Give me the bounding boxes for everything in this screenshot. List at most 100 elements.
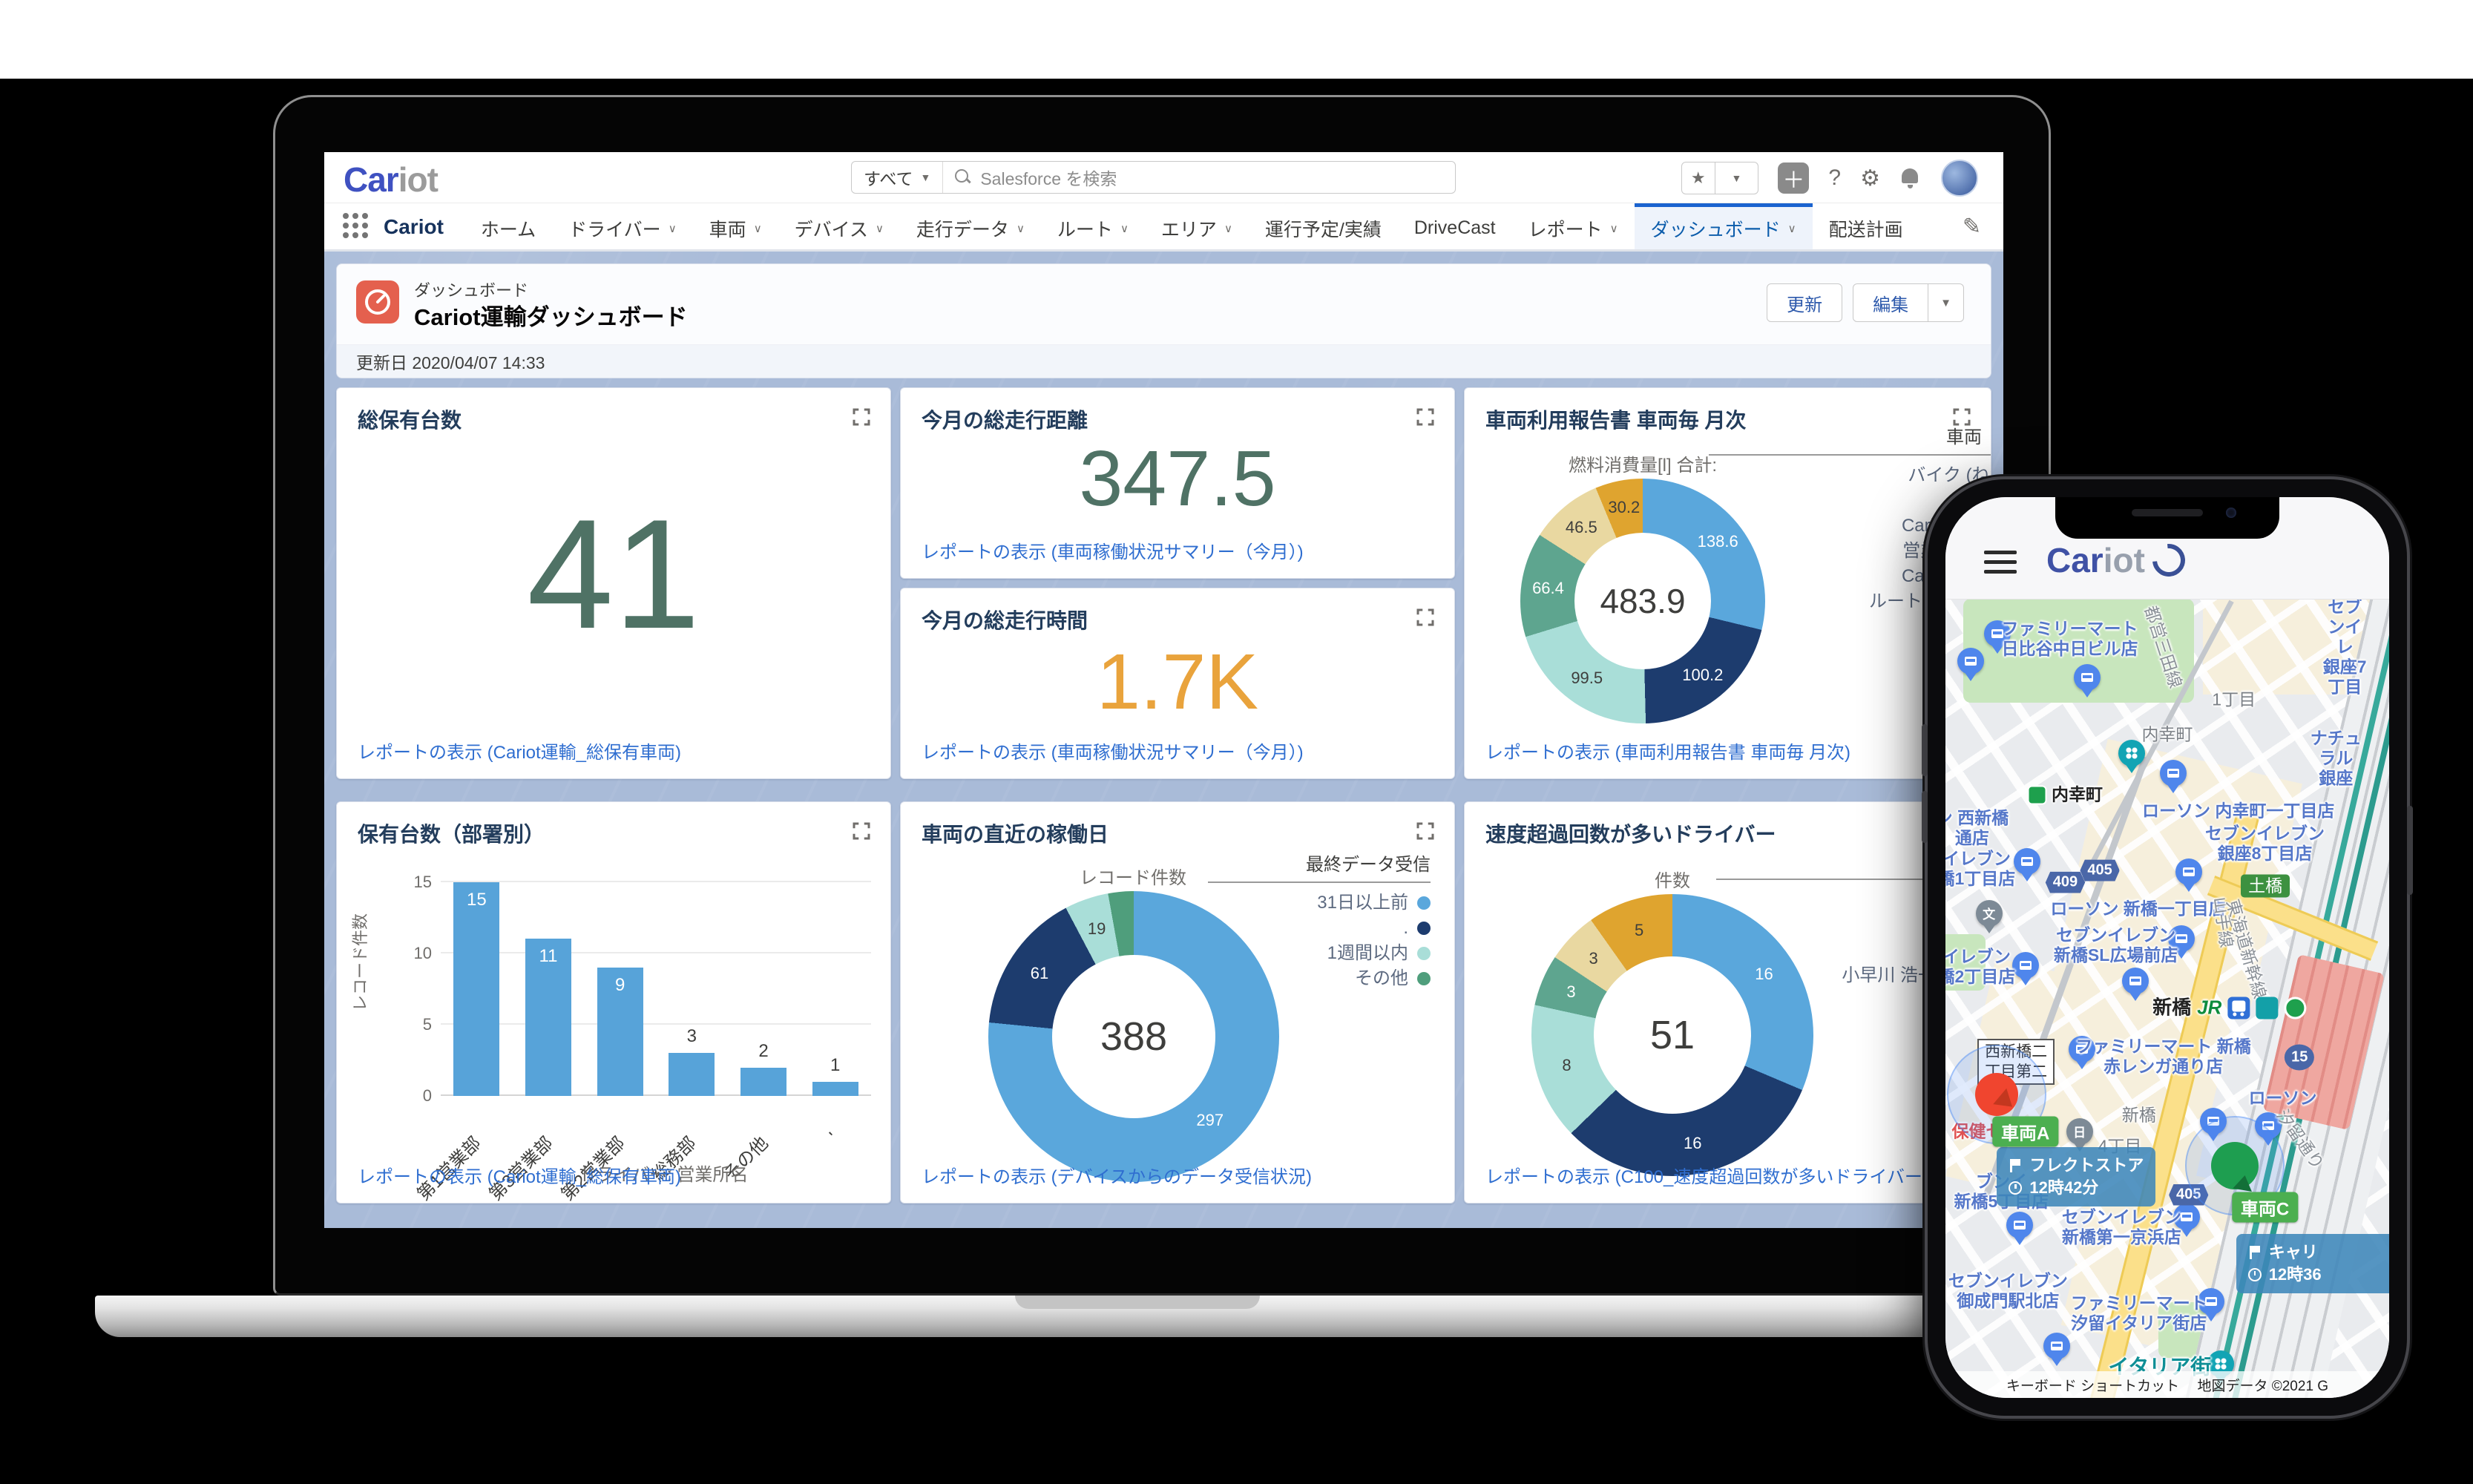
tab-schedule[interactable]: 運行予定/実績 bbox=[1264, 219, 1382, 240]
store-pin[interactable] bbox=[2068, 1035, 2095, 1063]
menu-hamburger-icon[interactable] bbox=[1984, 551, 2017, 574]
expand-icon[interactable] bbox=[850, 820, 873, 842]
store-pin[interactable] bbox=[2197, 1287, 2224, 1315]
recent-activity-donut-chart[interactable]: 297 61 19 388 bbox=[988, 891, 1279, 1182]
map-label: セブンイレブン 御成門駅北店 bbox=[1948, 1270, 2068, 1310]
app-launcher-icon[interactable] bbox=[341, 211, 370, 240]
report-link[interactable]: レポートの表示 (車両稼働状況サマリー（今月）) bbox=[922, 743, 1304, 763]
train-station-icon[interactable] bbox=[2227, 997, 2250, 1020]
store-pin[interactable] bbox=[2073, 663, 2101, 691]
map-label: セブンイレ 銀座7丁目 bbox=[2322, 599, 2367, 697]
expand-icon[interactable] bbox=[1414, 606, 1436, 628]
vehicle-tag[interactable]: 車両C bbox=[2231, 1192, 2299, 1223]
refresh-button[interactable]: 更新 bbox=[1767, 283, 1843, 322]
report-link[interactable]: レポートの表示 (Cariot運輸_総保有車両) bbox=[358, 743, 682, 763]
dept-bar-chart[interactable]: 0 5 10 15 15 第1営業部 11 第3営業部 9 第2営業部 3 総務部 2 その他 1 ' bbox=[414, 873, 871, 1204]
report-link[interactable]: レポートの表示 (車両稼働状況サマリー（今月）) bbox=[922, 542, 1304, 562]
report-link[interactable]: レポートの表示 (車両利用報告書 車両毎 月次) bbox=[1485, 743, 1850, 763]
laptop-base bbox=[95, 1296, 2180, 1337]
store-pin[interactable] bbox=[2006, 1211, 2033, 1238]
store-pin[interactable] bbox=[1983, 620, 2011, 647]
store-pin[interactable] bbox=[2173, 1203, 2200, 1230]
report-link[interactable]: レポートの表示 (Cariot運輸_総保有車両) bbox=[358, 1167, 682, 1187]
store-pin[interactable] bbox=[2175, 858, 2202, 885]
map-label: セブンイレブン 銀座8丁目店 bbox=[2205, 823, 2325, 863]
phone-screen: Cariot bbox=[1945, 497, 2389, 1398]
search-scope-dropdown[interactable]: すべて ▼ bbox=[852, 162, 944, 193]
tab-drivers[interactable]: ドライバー ∨ bbox=[568, 219, 677, 240]
global-search[interactable]: すべて ▼ Salesforce を検索 bbox=[851, 161, 1456, 194]
tab-trip-data[interactable]: 走行データ ∨ bbox=[916, 219, 1025, 240]
store-pin[interactable] bbox=[2160, 760, 2187, 787]
tab-vehicles[interactable]: 車両 ∨ bbox=[709, 219, 762, 240]
map-label: 土橋 bbox=[2241, 874, 2290, 898]
more-actions-button[interactable]: ▼ bbox=[1928, 283, 1964, 322]
card-title: 保有台数（部署別） bbox=[358, 823, 545, 846]
expand-icon[interactable] bbox=[850, 406, 873, 428]
background-strip bbox=[0, 0, 2473, 79]
expand-icon[interactable] bbox=[1951, 406, 1973, 428]
subway-gate-icon[interactable] bbox=[2256, 997, 2279, 1020]
speeding-donut-chart[interactable]: 16 16 8 3 3 5 51 bbox=[1531, 894, 1813, 1176]
report-link[interactable]: レポートの表示 (C100_速度超過回数が多いドライバー) bbox=[1485, 1167, 1928, 1187]
tab-delivery-plan[interactable]: 配送計画 bbox=[1828, 219, 1903, 240]
chart-subtitle: レコード件数 bbox=[1080, 868, 1186, 888]
school-pin[interactable]: 文 bbox=[1975, 899, 2003, 927]
volume-down-button bbox=[1922, 791, 1928, 843]
search-input[interactable]: Salesforce を検索 bbox=[943, 165, 1455, 190]
school-pin[interactable]: 日 bbox=[2066, 1117, 2093, 1145]
star-icon[interactable]: ★ bbox=[1690, 168, 1706, 187]
store-pin[interactable] bbox=[2012, 951, 2040, 979]
vehicle-tooltip[interactable]: キャリ 12時36 bbox=[2236, 1234, 2389, 1294]
map-label: ファミリーマート 日比谷中日ビル店 bbox=[2001, 618, 2138, 658]
help-icon[interactable]: ? bbox=[1828, 165, 1842, 190]
setup-gear-icon[interactable]: ⚙ bbox=[1860, 165, 1880, 191]
quick-create-button[interactable]: ＋ bbox=[1778, 162, 1810, 194]
store-pin[interactable] bbox=[2043, 1333, 2070, 1360]
record-type-label: ダッシュボード bbox=[414, 281, 529, 300]
store-pin[interactable] bbox=[2167, 925, 2195, 953]
map-label: ローソン bbox=[2248, 1088, 2317, 1108]
map-canvas[interactable]: 文 日 ファミリーマート 日比谷中日ビル店 セブンイレ 銀座7丁目 1丁目 内幸… bbox=[1945, 599, 2389, 1398]
landmark-pin[interactable] bbox=[2118, 740, 2145, 767]
chevron-down-icon: ∨ bbox=[668, 222, 677, 235]
user-avatar[interactable] bbox=[1941, 160, 1978, 197]
vehicle-tag[interactable]: 車両A bbox=[1991, 1116, 2059, 1147]
tab-areas[interactable]: エリア ∨ bbox=[1160, 219, 1232, 240]
store-pin[interactable] bbox=[1957, 648, 1985, 675]
edit-button[interactable]: 編集 bbox=[1853, 283, 1929, 322]
page-title: Cariot運輸ダッシュボード bbox=[414, 304, 688, 330]
tab-home[interactable]: ホーム bbox=[480, 219, 536, 240]
tab-routes[interactable]: ルート ∨ bbox=[1057, 219, 1129, 240]
edit-nav-pencil-icon[interactable]: ✎ bbox=[1962, 214, 1981, 239]
tab-drivecast[interactable]: DriveCast bbox=[1413, 217, 1496, 238]
chevron-down-icon[interactable]: ▼ bbox=[1731, 172, 1742, 184]
chevron-down-icon: ▼ bbox=[920, 171, 931, 183]
store-pin[interactable] bbox=[2121, 968, 2149, 995]
store-pin[interactable] bbox=[2014, 847, 2041, 875]
app-tab-bar: Cariot ホーム ドライバー ∨ 車両 ∨ デバイス ∨ 走行データ ∨ ルート ∨ … bbox=[324, 203, 2003, 252]
chevron-down-icon: ∨ bbox=[1224, 222, 1232, 235]
chevron-down-icon: ∨ bbox=[875, 222, 884, 235]
report-link[interactable]: レポートの表示 (デバイスからのデータ受信状況) bbox=[922, 1167, 1312, 1187]
map-label: ローソン 内幸町一丁目店 bbox=[2141, 801, 2335, 821]
map-label: 内幸町 bbox=[2141, 724, 2193, 744]
chart-subtitle: 件数 bbox=[1655, 871, 1690, 891]
notifications-bell-icon[interactable] bbox=[1899, 167, 1922, 189]
fuel-donut-chart[interactable]: 138.6 100.2 99.5 66.4 46.5 30.2 483.9 bbox=[1520, 479, 1765, 723]
tab-reports[interactable]: レポート ∨ bbox=[1528, 219, 1618, 240]
card-title: 総保有台数 bbox=[358, 409, 462, 432]
metro-icon[interactable] bbox=[2284, 997, 2307, 1020]
expand-icon[interactable] bbox=[1414, 820, 1436, 842]
tab-dashboards[interactable]: ダッシュボード ∨ bbox=[1634, 203, 1813, 249]
tab-devices[interactable]: デバイス ∨ bbox=[794, 219, 884, 240]
cariot-mobile-logo: Cariot bbox=[2046, 537, 2192, 583]
expand-icon[interactable] bbox=[1414, 406, 1436, 428]
chevron-down-icon: ∨ bbox=[1787, 222, 1796, 235]
map-label: ローソン 新橋一丁目店 bbox=[2050, 899, 2226, 919]
vehicle-tooltip[interactable]: フレクトストア 12時42分 bbox=[1997, 1146, 2156, 1206]
favorites-button[interactable]: ★ ▼ bbox=[1681, 162, 1759, 194]
x-axis-label: ドライバー: 営業所名 bbox=[578, 1165, 749, 1185]
